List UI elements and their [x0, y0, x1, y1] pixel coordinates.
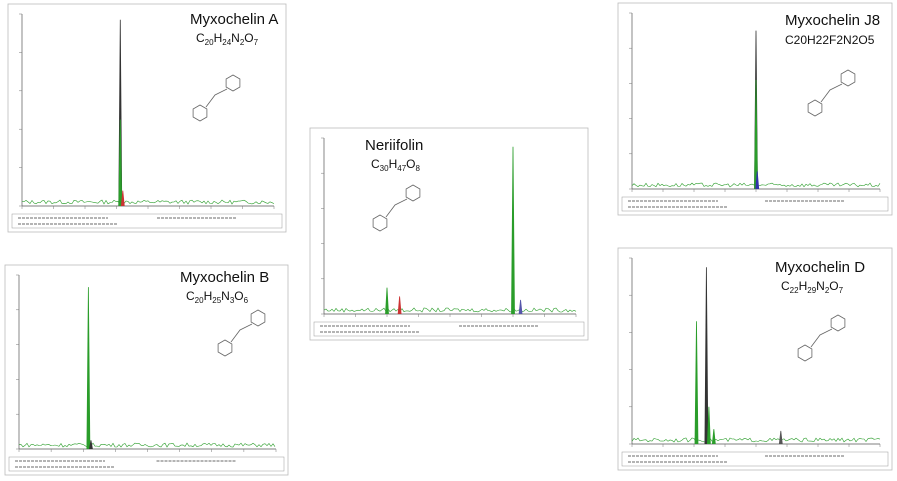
subscript: 47 [397, 164, 406, 173]
molecule [192, 74, 241, 122]
subscript: 7 [254, 38, 259, 47]
compound-name: Myxochelin B [180, 269, 269, 286]
peak [518, 299, 523, 315]
peak [397, 296, 402, 315]
panel-frame [617, 247, 893, 471]
element: N [221, 289, 230, 303]
compound-name: Neriifolin [365, 137, 423, 154]
subscript: 22 [790, 286, 799, 295]
subscript: 6 [244, 296, 249, 305]
element: H [799, 279, 808, 293]
element: H [389, 157, 398, 171]
chromatogram-panel: Myxochelin D C22H29N2O7 [617, 247, 893, 471]
baseline-trace [21, 199, 275, 205]
element: O [406, 157, 415, 171]
baseline-trace [631, 437, 881, 443]
chromatogram-panel: Neriifolin C30H47O8 [309, 127, 589, 341]
subscript: 7 [839, 286, 844, 295]
element: H [204, 289, 213, 303]
chromatogram-panel: Myxochelin J8 C20H22F2N2O5 [617, 2, 893, 216]
element: O [829, 279, 838, 293]
legend-box [313, 321, 585, 337]
subscript: 30 [380, 164, 389, 173]
legend-box [621, 196, 889, 212]
subscript: 24 [222, 38, 231, 47]
chromatogram-panel: Myxochelin A C20H24N2O7 [7, 3, 287, 233]
peak [385, 287, 389, 315]
element: C [196, 31, 205, 45]
peak [89, 440, 93, 450]
panel-frame [309, 127, 589, 341]
element: C [371, 157, 380, 171]
molecule [797, 314, 846, 362]
peak [711, 429, 716, 445]
peak [778, 430, 783, 445]
baseline-trace [323, 307, 577, 313]
peak [120, 190, 125, 207]
element: O [244, 31, 253, 45]
peak [511, 146, 515, 315]
element: O [234, 289, 243, 303]
molecule [807, 69, 856, 117]
panel-frame [4, 264, 289, 476]
molecular-formula: C20H25N3O6 [186, 289, 249, 305]
subscript: 20 [205, 38, 214, 47]
peak [755, 171, 760, 190]
element: H [214, 31, 223, 45]
peak [694, 321, 699, 445]
subscript: 20 [195, 296, 204, 305]
molecular-formula: C22H29N2O7 [781, 279, 844, 295]
element: C [186, 289, 195, 303]
compound-name: Myxochelin J8 [785, 12, 880, 29]
subscript: 2 [240, 38, 245, 47]
panel-frame [7, 3, 287, 233]
legend-box [621, 451, 889, 467]
element: N [231, 31, 240, 45]
compound-name: Myxochelin D [775, 259, 865, 276]
compound-name: Myxochelin A [190, 11, 278, 28]
subscript: 2 [825, 286, 830, 295]
peak [86, 287, 91, 450]
molecule [217, 309, 266, 357]
molecular-formula: C30H47O8 [371, 157, 421, 173]
peak [754, 79, 758, 190]
legend-box [11, 213, 283, 229]
chromatogram-panel: Myxochelin B C20H25N3O6 [4, 264, 289, 476]
element: N [816, 279, 825, 293]
peak [118, 119, 123, 207]
peak [706, 406, 711, 445]
subscript: 8 [416, 164, 421, 173]
subscript: 25 [212, 296, 221, 305]
molecule [372, 184, 421, 232]
molecular-formula: C20H22F2N2O5 [785, 33, 875, 47]
peak [704, 267, 709, 445]
subscript: 3 [230, 296, 235, 305]
element: C [781, 279, 790, 293]
molecular-formula: C20H24N2O7 [196, 31, 259, 47]
legend-box [8, 456, 285, 472]
baseline-trace [18, 442, 276, 448]
subscript: 29 [807, 286, 816, 295]
